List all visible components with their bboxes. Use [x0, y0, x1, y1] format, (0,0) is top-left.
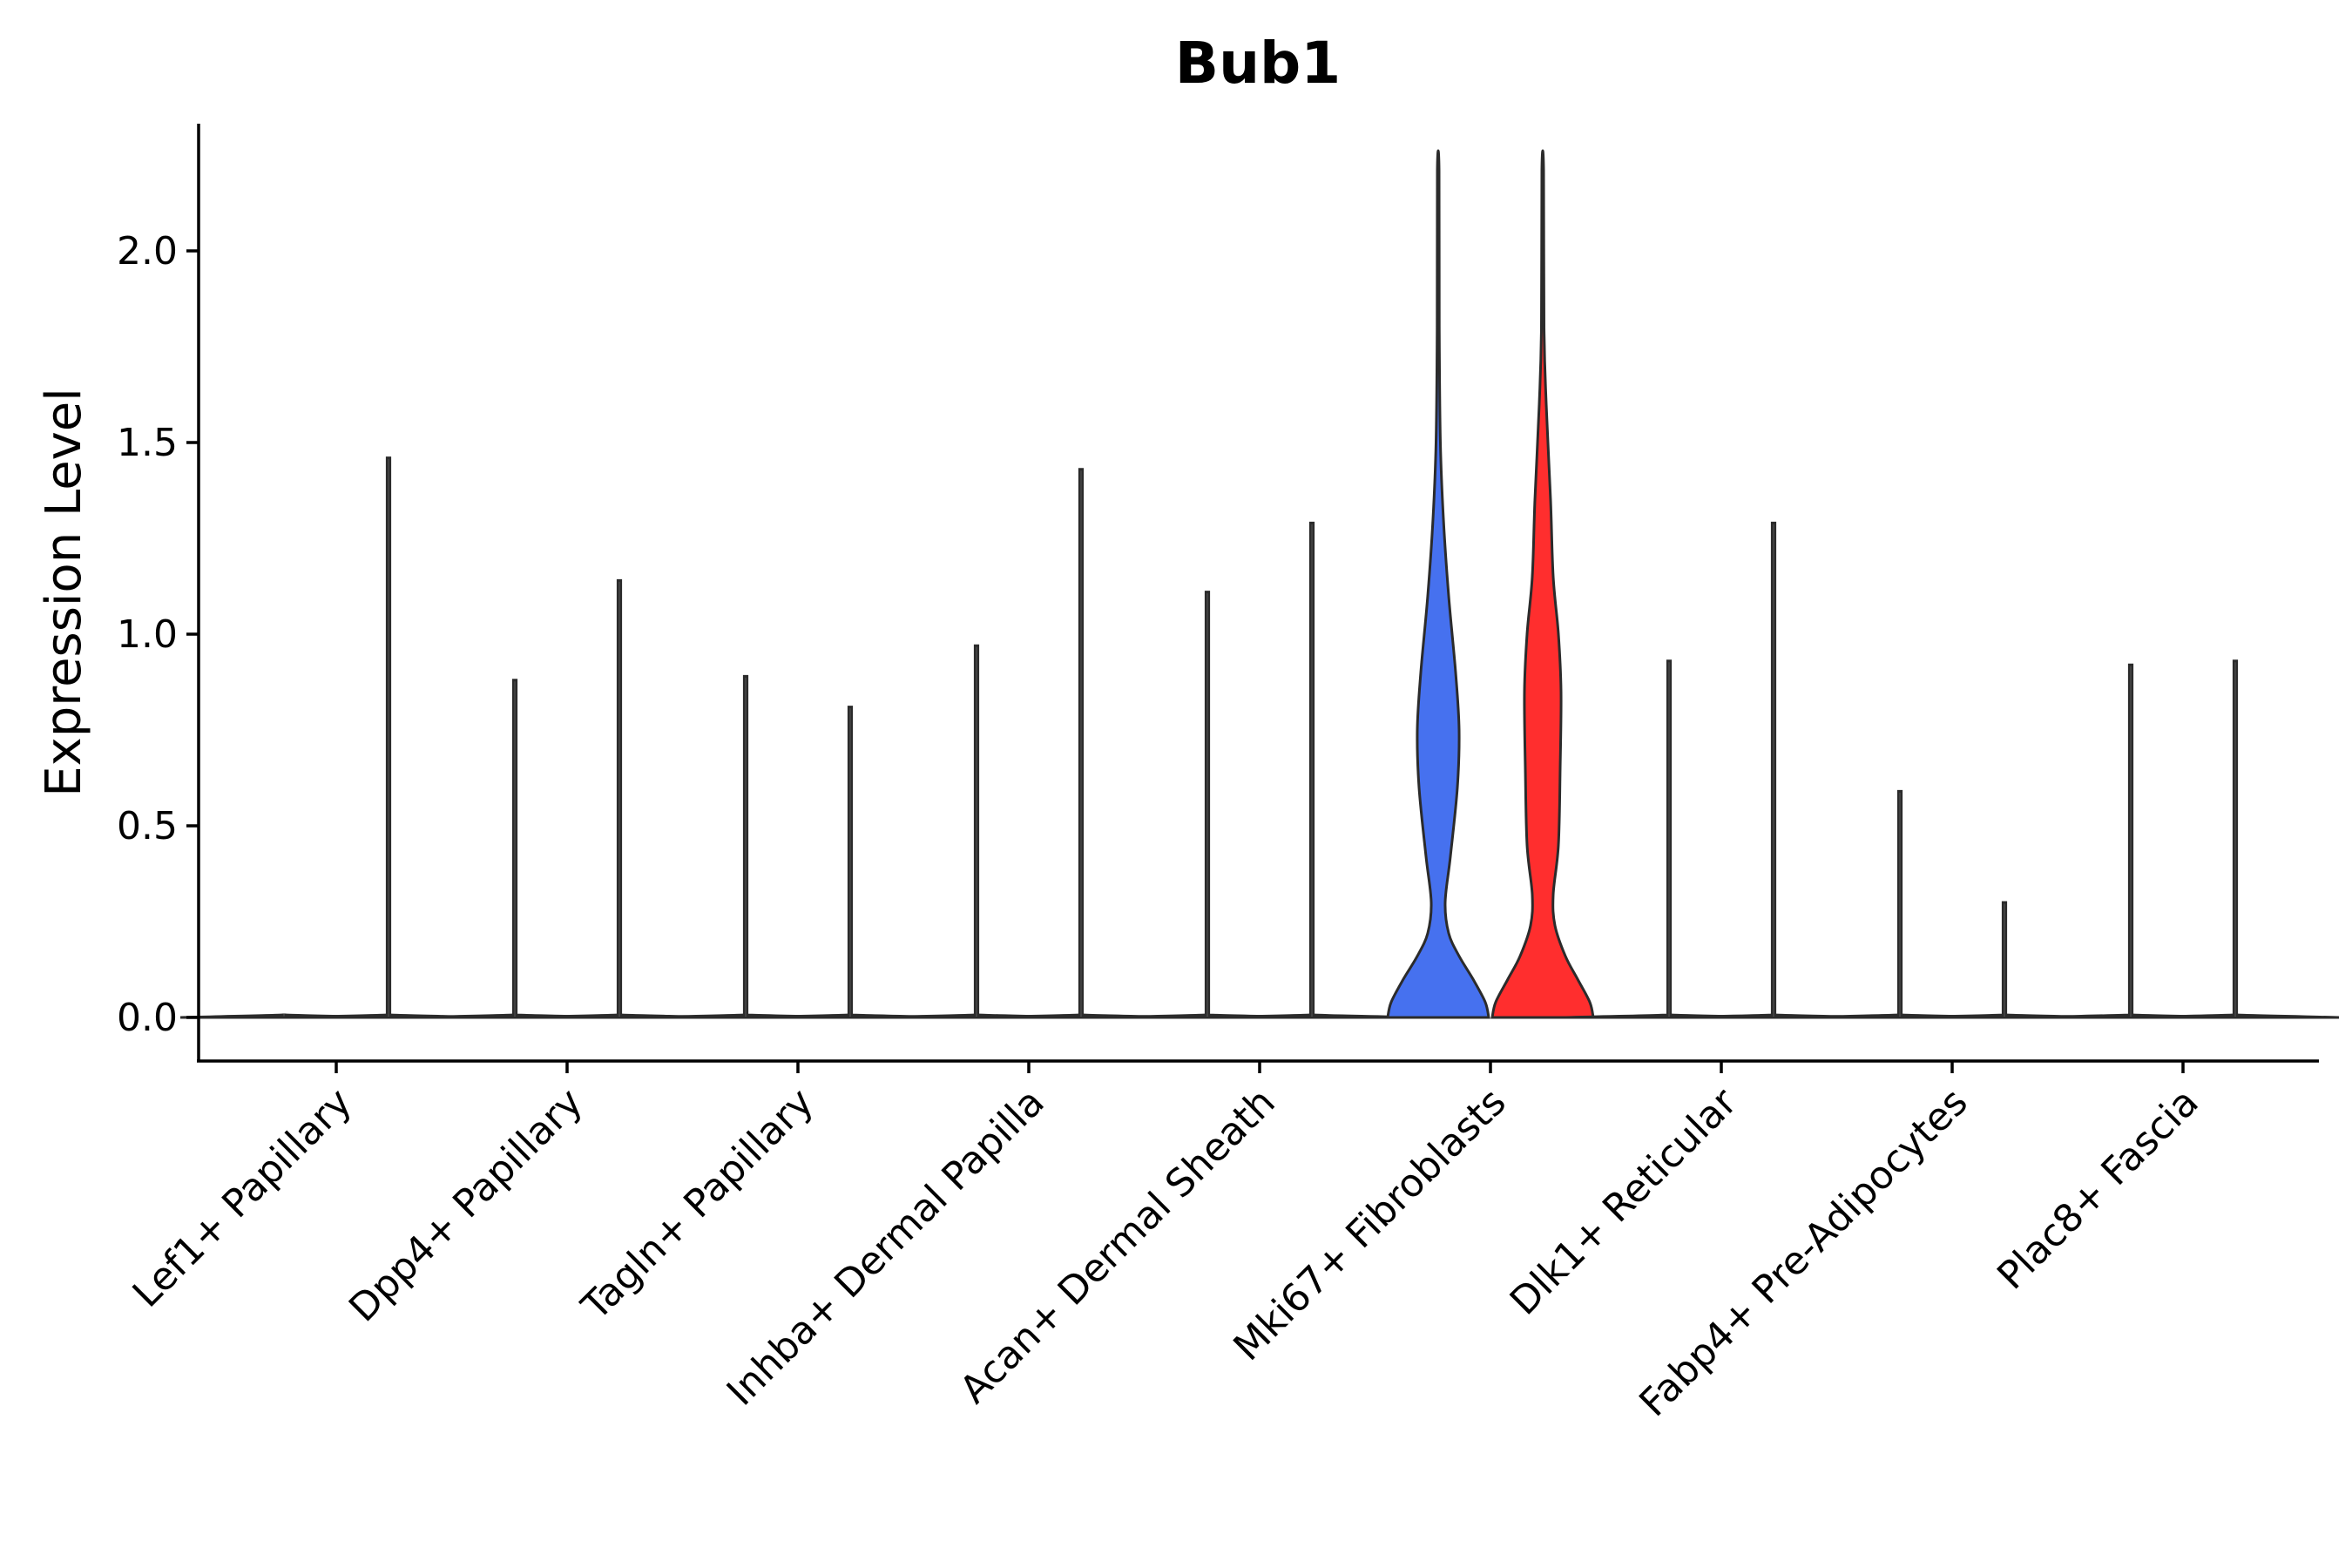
- x-tick-label: Lef1+ Papillary: [125, 1080, 361, 1316]
- axes-layer: [197, 124, 2319, 1063]
- violin-shape: [410, 679, 619, 1019]
- y-axis-label: Expression Level: [36, 388, 92, 797]
- violin-shape: [641, 674, 850, 1019]
- violin-shape: [1386, 149, 1490, 1019]
- violin-shape: [1669, 521, 1878, 1019]
- y-tick-label: 2.0: [117, 229, 178, 274]
- x-tick-label: Dlk1+ Reticular: [1502, 1079, 1747, 1324]
- chart-title: Bub1: [1175, 30, 1341, 97]
- violin-shape: [2131, 659, 2340, 1019]
- y-tick-label: 0.5: [117, 804, 178, 848]
- violins-layer: [179, 149, 2340, 1019]
- violin-shape: [746, 706, 955, 1019]
- x-tick-label: Dpp4+ Papillary: [341, 1080, 591, 1331]
- violin-shape: [1900, 901, 2109, 1019]
- violin-shape: [1490, 149, 1595, 1019]
- x-tick-label: Tagln+ Papillary: [573, 1080, 822, 1329]
- violin-shape: [872, 644, 1081, 1019]
- violin-shape: [284, 456, 493, 1019]
- y-tick-label: 0.0: [117, 996, 178, 1040]
- x-tick-label: Plac8+ Fascia: [1989, 1080, 2207, 1299]
- violin-shape: [1565, 659, 1774, 1019]
- violin-shape: [1795, 789, 2004, 1019]
- violin-shape: [515, 578, 724, 1019]
- y-ticks: 0.0 0.5 1.0 1.5 2.0: [117, 229, 199, 1040]
- violin-shape: [2026, 663, 2235, 1019]
- y-tick-label: 1.0: [117, 612, 178, 657]
- violin-shape: [1207, 521, 1416, 1019]
- y-tick-label: 1.5: [117, 421, 178, 465]
- violin-shape: [1103, 591, 1312, 1019]
- violin-shape: [977, 468, 1186, 1019]
